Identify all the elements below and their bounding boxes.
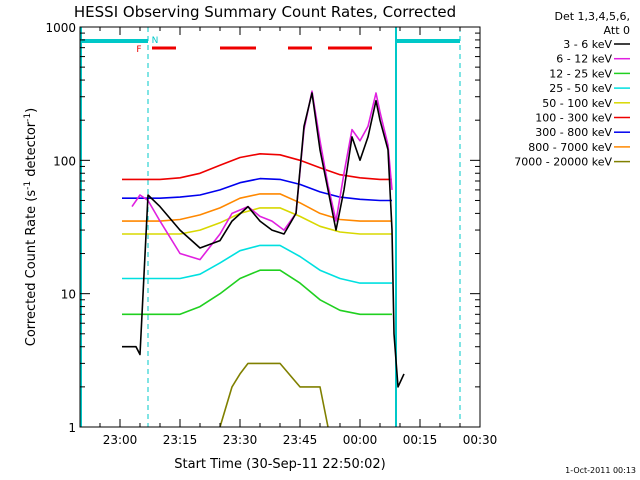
y-axis-label-sup2: -1 — [23, 113, 33, 122]
series-line-2 — [122, 269, 392, 316]
y-axis-label-sup1: -1 — [23, 181, 33, 190]
y-axis-label-end: ) — [24, 108, 39, 113]
series-line-0 — [122, 92, 405, 388]
legend-entry-label-5: 100 - 300 keV — [535, 112, 612, 125]
legend-entry-label-8: 7000 - 20000 keV — [514, 156, 612, 169]
legend-entry-label-7: 800 - 7000 keV — [528, 141, 612, 154]
chart-title: HESSI Observing Summary Count Rates, Cor… — [74, 3, 456, 21]
legend-entry-label-3: 25 - 50 keV — [549, 82, 612, 95]
legend-entry-label-0: 3 - 6 keV — [563, 38, 612, 51]
legend-header-line1: Det 1,3,4,5,6, — [554, 10, 630, 23]
legend: Det 1,3,4,5,6, Att 0 3 - 6 keV 6 - 12 keV… — [514, 10, 630, 169]
series-line-6 — [122, 177, 392, 202]
x-tick-label-3: 23:45 — [283, 433, 318, 447]
axes-layer: 23:00 23:15 23:30 23:45 00:00 00:15 00:30 1 10 10… — [45, 21, 497, 447]
plot-data-layer: FN — [80, 27, 461, 428]
footer-date: 1-Oct-2011 00:13 — [565, 466, 636, 475]
x-tick-label-4: 00:00 — [343, 433, 378, 447]
y-tick-label-0: 1 — [68, 421, 76, 435]
x-tick-label-1: 23:15 — [163, 433, 198, 447]
annotation-flare-label: F — [136, 45, 141, 55]
legend-entry-label-1: 6 - 12 keV — [556, 53, 612, 66]
series-line-3 — [122, 244, 392, 284]
x-tick-label-6: 00:30 — [463, 433, 498, 447]
series-line-4 — [122, 207, 392, 235]
x-axis-label: Start Time (30-Sep-11 22:50:02) — [174, 457, 385, 472]
legend-entry-label-4: 50 - 100 keV — [542, 97, 612, 110]
y-axis-label-mid: detector — [24, 121, 39, 181]
x-tick-label-0: 23:00 — [103, 433, 138, 447]
series-line-8 — [219, 362, 329, 428]
legend-entry-label-6: 300 - 800 keV — [535, 126, 612, 139]
legend-header-line2: Att 0 — [604, 24, 630, 37]
series-line-5 — [122, 153, 392, 181]
y-axis-label-main: Corrected Count Rate (s — [24, 190, 39, 347]
legend-entry-label-2: 12 - 25 keV — [549, 67, 612, 80]
x-tick-label-2: 23:30 — [223, 433, 258, 447]
y-tick-label-2: 100 — [53, 154, 76, 168]
annotation-night-label: N — [152, 36, 159, 46]
series-line-7 — [122, 193, 392, 222]
x-tick-label-5: 00:15 — [403, 433, 438, 447]
y-tick-label-1: 10 — [61, 288, 76, 302]
y-tick-label-3: 1000 — [45, 21, 76, 35]
y-axis-label: Corrected Count Rate (s-1 detector-1) — [23, 108, 39, 346]
